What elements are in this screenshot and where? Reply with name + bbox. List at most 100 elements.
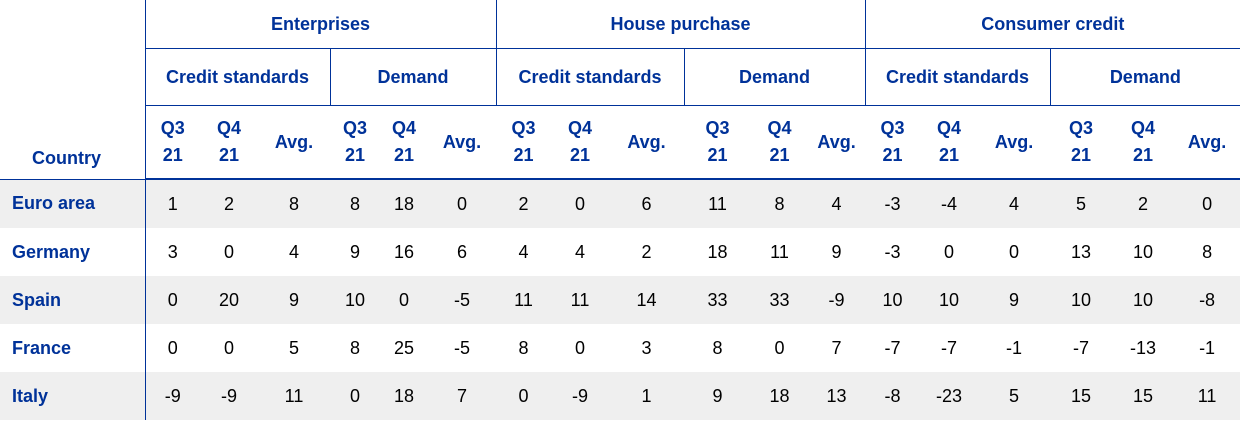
column-header: Q3 21 [330,105,380,180]
subgroup-header-row: Credit standards Demand Credit standards De… [0,48,1240,106]
value-cell: -1 [1199,337,1216,358]
value-cell: 9 [349,241,360,262]
value-cell: -8 [1174,276,1240,324]
column-header: Q4 21 [380,105,428,180]
value-cell: 5 [288,337,299,358]
value-cell: 8 [349,337,360,358]
value-cell: 4 [808,179,866,228]
value-cell: 0 [1174,179,1240,228]
column-header: Avg. [808,105,866,180]
column-header: Avg. [428,105,497,180]
value-cell: 1 [145,179,200,228]
data-row: Italy -9 -9 11 0 18 7 0 -9 1 9 18 13 -8 -23 5 15 15 11 [0,372,1240,420]
value-cell: 10 [330,276,380,324]
value-cell: -7 [941,337,958,358]
value-cell: 3 [167,241,178,262]
value-cell: 0 [223,337,234,358]
value-cell: 4 [978,179,1051,228]
value-cell: 20 [200,276,258,324]
value-cell: 2 [496,179,552,228]
group-header-row: Country Enterprises House purchase Consume… [0,0,1240,180]
value-cell: 10 [920,276,979,324]
country-header: Country [0,0,146,180]
value-cell: 8 [751,179,809,228]
value-cell: -9 [808,276,866,324]
value-cell: 11 [258,372,330,420]
value-cell: -5 [428,276,497,324]
value-cell: 0 [944,241,955,262]
value-cell: 11 [496,276,552,324]
column-header: Avg. [1174,105,1240,180]
country-cell: Germany [0,228,146,276]
value-cell: 9 [978,276,1051,324]
group-header: Enterprises [145,0,497,49]
subgroup-header: Credit standards [495,48,685,106]
value-cell: 33 [684,276,752,324]
column-header: Avg. [978,105,1051,180]
value-cell: 13 [808,372,866,420]
value-cell: 10 [1050,276,1113,324]
column-header: Q3 21 [496,105,552,180]
value-cell: -13 [1130,337,1157,358]
data-row: Spain 0 20 9 10 0 -5 11 11 14 33 33 -9 10 10 9 10 10 -8 [0,276,1240,324]
value-cell: 25 [393,337,415,358]
column-header: Q3 21 [1050,105,1113,180]
value-cell: 8 [518,337,529,358]
value-cell: -8 [865,372,921,420]
data-row: France 0 0 5 8 25 -5 8 0 3 8 0 7 -7 -7 -1 -7 -13 -1 [0,324,1240,372]
value-cell: 0 [380,276,428,324]
country-cell: Euro area [0,179,146,228]
value-cell: 9 [831,241,842,262]
value-cell: 33 [751,276,809,324]
value-cell: 0 [167,337,178,358]
value-cell: 0 [575,337,586,358]
column-header: Q4 21 [551,105,610,180]
value-cell: -5 [454,337,471,358]
column-header: Q4 21 [751,105,809,180]
value-cell: -9 [145,372,200,420]
value-cell: 2 [200,179,258,228]
value-cell: 0 [145,276,200,324]
value-cell: 0 [1009,241,1020,262]
subgroup-header: Demand [329,48,497,106]
value-cell: 10 [1112,276,1175,324]
value-cell: 11 [684,179,752,228]
subgroup-header: Credit standards [145,48,330,106]
value-cell: -3 [884,241,901,262]
data-row: Euro area 1 2 8 8 18 0 2 0 6 11 8 4 -3 -4 4 5 2 0 [0,179,1240,228]
value-cell: 15 [1112,372,1175,420]
value-cell: 4 [288,241,299,262]
subgroup-header: Demand [1049,48,1240,106]
value-cell: 6 [457,241,468,262]
value-cell: 0 [551,179,610,228]
column-header: Avg. [609,105,685,180]
value-cell: -1 [1006,337,1023,358]
value-cell: 8 [1202,241,1213,262]
column-header-row: Q3 21 Q4 21 Avg. Q3 21 Q4 21 Avg. Q3 21 Q4 21 Av… [0,105,1240,180]
column-header: Q4 21 [200,105,258,180]
value-cell: -3 [865,179,921,228]
value-cell: 7 [831,337,842,358]
country-cell: France [0,324,146,372]
value-cell: -7 [884,337,901,358]
value-cell: 11 [1174,372,1240,420]
value-cell: -4 [920,179,979,228]
value-cell: 4 [575,241,586,262]
value-cell: 0 [330,372,380,420]
value-cell: 0 [496,372,552,420]
value-cell: 4 [518,241,529,262]
value-cell: -9 [200,372,258,420]
value-cell: 16 [393,241,415,262]
group-header: Consumer credit [864,0,1240,49]
value-cell: 9 [258,276,330,324]
country-cell: Spain [0,276,146,324]
value-cell: 15 [1050,372,1113,420]
value-cell: -23 [920,372,979,420]
value-cell: 11 [551,276,610,324]
value-cell: 2 [641,241,652,262]
data-row: Germany 3 0 4 9 16 6 4 4 2 18 11 9 -3 0 0 13 10 8 [0,228,1240,276]
value-cell: 18 [380,372,428,420]
value-cell: 8 [258,179,330,228]
value-cell: 2 [1112,179,1175,228]
